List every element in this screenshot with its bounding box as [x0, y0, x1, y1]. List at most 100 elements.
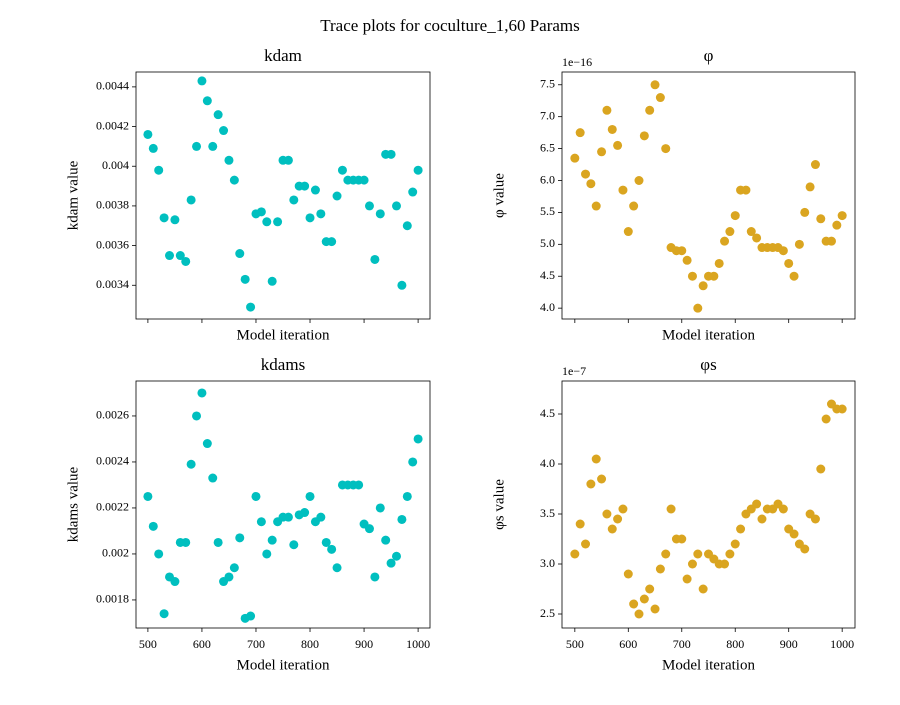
point: [327, 237, 337, 247]
axes-title: kdams: [261, 355, 305, 374]
point: [581, 169, 591, 179]
point: [575, 519, 585, 529]
x-tick-label: 700: [673, 637, 691, 651]
y-tick-label: 0.0038: [96, 198, 129, 212]
point: [386, 149, 396, 159]
point: [607, 124, 617, 134]
point: [305, 491, 315, 501]
point: [375, 503, 385, 513]
point: [570, 549, 580, 559]
point: [197, 388, 207, 398]
point: [229, 563, 239, 573]
point: [693, 303, 703, 313]
point: [602, 105, 612, 115]
point: [698, 584, 708, 594]
point: [720, 236, 730, 246]
y-tick-label: 0.0034: [96, 277, 129, 291]
y-axis-label: φ value: [491, 173, 507, 218]
point: [661, 144, 671, 154]
point: [219, 126, 229, 136]
point: [655, 93, 665, 103]
point: [682, 255, 692, 265]
point: [186, 195, 196, 205]
point: [586, 479, 596, 489]
point: [354, 480, 364, 490]
point: [629, 201, 639, 211]
point: [327, 544, 337, 554]
point: [229, 175, 239, 185]
point: [709, 271, 719, 281]
point: [800, 544, 810, 554]
point: [267, 276, 277, 286]
point: [821, 414, 831, 424]
point: [213, 537, 223, 547]
point: [197, 76, 207, 86]
point: [837, 404, 847, 414]
y-tick-label: 0.004: [102, 158, 129, 172]
point: [837, 211, 847, 221]
y-tick-label: 4.5: [540, 268, 555, 282]
point: [800, 207, 810, 217]
x-axis-label: Model iteration: [662, 327, 755, 343]
point: [256, 207, 266, 217]
point: [746, 227, 756, 237]
point: [397, 280, 407, 290]
point: [332, 563, 342, 573]
point: [273, 217, 283, 227]
point: [586, 179, 596, 189]
point: [289, 540, 299, 550]
x-tick-label: 900: [355, 637, 373, 651]
point: [613, 140, 623, 150]
point: [413, 434, 423, 444]
y-tick-label: 3.5: [540, 506, 555, 520]
point: [148, 521, 158, 531]
y-axis-label: kdams value: [65, 466, 81, 542]
point: [208, 141, 218, 151]
y-axis-label: φs value: [491, 479, 507, 530]
point: [629, 599, 639, 609]
point: [682, 574, 692, 584]
x-tick-label: 600: [619, 637, 637, 651]
point: [154, 549, 164, 559]
point: [143, 129, 153, 139]
point: [570, 153, 580, 163]
point: [634, 609, 644, 619]
point: [581, 539, 591, 549]
point: [794, 239, 804, 249]
point: [784, 258, 794, 268]
offset-label: 1e−16: [562, 55, 592, 69]
y-tick-label: 6.5: [540, 140, 555, 154]
point: [714, 258, 724, 268]
point: [224, 155, 234, 165]
point: [613, 514, 623, 524]
point: [391, 201, 401, 211]
y-tick-label: 4.5: [540, 406, 555, 420]
point: [359, 175, 369, 185]
point: [618, 504, 628, 514]
x-tick-label: 500: [139, 637, 157, 651]
point: [816, 214, 826, 224]
point: [208, 473, 218, 483]
y-tick-label: 0.0044: [96, 79, 129, 93]
point: [645, 105, 655, 115]
point: [639, 594, 649, 604]
point: [725, 549, 735, 559]
point: [181, 537, 191, 547]
axes-frame: [561, 71, 856, 320]
point: [283, 155, 293, 165]
point: [810, 514, 820, 524]
point: [634, 176, 644, 186]
y-tick-label: 0.0026: [96, 408, 129, 422]
y-tick-label: 2.5: [540, 606, 555, 620]
point: [316, 209, 326, 219]
axes-frame: [561, 380, 856, 629]
point: [661, 549, 671, 559]
point: [337, 165, 347, 175]
y-tick-label: 7.0: [540, 108, 555, 122]
point: [789, 271, 799, 281]
point: [370, 572, 380, 582]
point: [154, 165, 164, 175]
point: [752, 233, 762, 243]
axes-frame: [135, 71, 431, 320]
